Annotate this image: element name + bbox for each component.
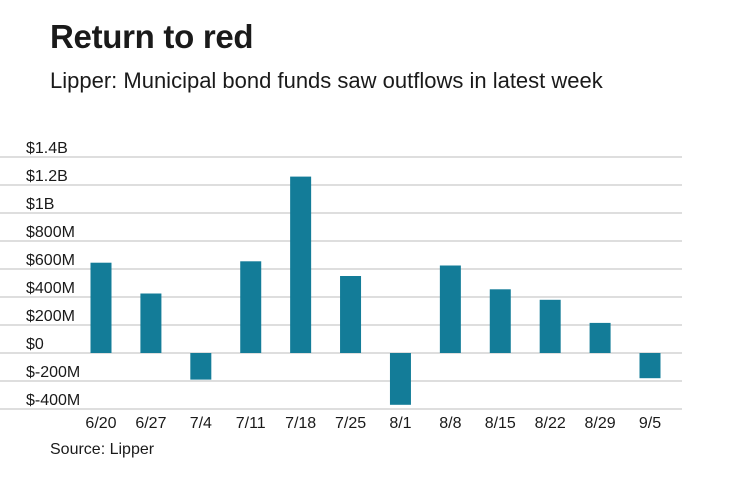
y-tick-label: $200M — [26, 308, 75, 325]
bar-8-29 — [589, 322, 611, 353]
bar-7-25 — [340, 276, 362, 353]
x-tick-label: 8/8 — [439, 415, 461, 432]
x-tick-label: 7/25 — [335, 415, 366, 432]
x-tick-label: 6/27 — [135, 415, 166, 432]
bar-9-5 — [639, 353, 661, 379]
x-tick-label: 7/4 — [190, 415, 212, 432]
y-tick-label: $-200M — [26, 364, 80, 381]
bar-7-11 — [240, 261, 262, 353]
y-tick-label: $600M — [26, 252, 75, 269]
y-tick-label: $-400M — [26, 392, 80, 409]
source-note: Source: Lipper — [50, 441, 155, 458]
chart-subtitle: Lipper: Municipal bond funds saw outflow… — [50, 68, 603, 93]
bar-8-22 — [539, 299, 561, 353]
bar-8-8 — [439, 265, 461, 353]
x-tick-label: 8/1 — [389, 415, 411, 432]
bar-7-4 — [190, 353, 212, 380]
bar-8-15 — [489, 289, 511, 353]
y-tick-label: $400M — [26, 280, 75, 297]
bar-6-20 — [90, 262, 112, 353]
y-tick-label: $1.4B — [26, 140, 68, 157]
x-tick-label: 8/29 — [585, 415, 616, 432]
y-tick-label: $800M — [26, 224, 75, 241]
chart-title: Return to red — [50, 18, 254, 55]
x-tick-label: 6/20 — [85, 415, 116, 432]
y-tick-label: $1.2B — [26, 168, 68, 185]
bar-7-18 — [290, 176, 312, 353]
x-tick-label: 7/11 — [236, 415, 266, 432]
y-tick-label: $1B — [26, 196, 54, 213]
bar-6-27 — [140, 293, 162, 353]
y-tick-label: $0 — [26, 336, 44, 353]
x-tick-label: 7/18 — [285, 415, 316, 432]
x-tick-label: 9/5 — [639, 415, 661, 432]
bar-8-1 — [389, 353, 411, 405]
x-tick-label: 8/22 — [535, 415, 566, 432]
x-tick-label: 8/15 — [485, 415, 516, 432]
